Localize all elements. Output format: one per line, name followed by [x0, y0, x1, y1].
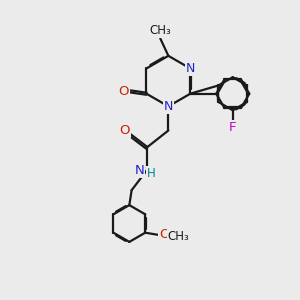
Text: H: H: [147, 167, 156, 180]
Text: CH₃: CH₃: [149, 24, 171, 37]
Text: CH₃: CH₃: [168, 230, 189, 243]
Text: N: N: [134, 164, 144, 177]
Text: N: N: [164, 100, 173, 113]
Text: O: O: [120, 124, 130, 137]
Text: O: O: [118, 85, 129, 98]
Text: O: O: [159, 229, 169, 242]
Text: F: F: [229, 121, 236, 134]
Text: N: N: [186, 62, 195, 75]
